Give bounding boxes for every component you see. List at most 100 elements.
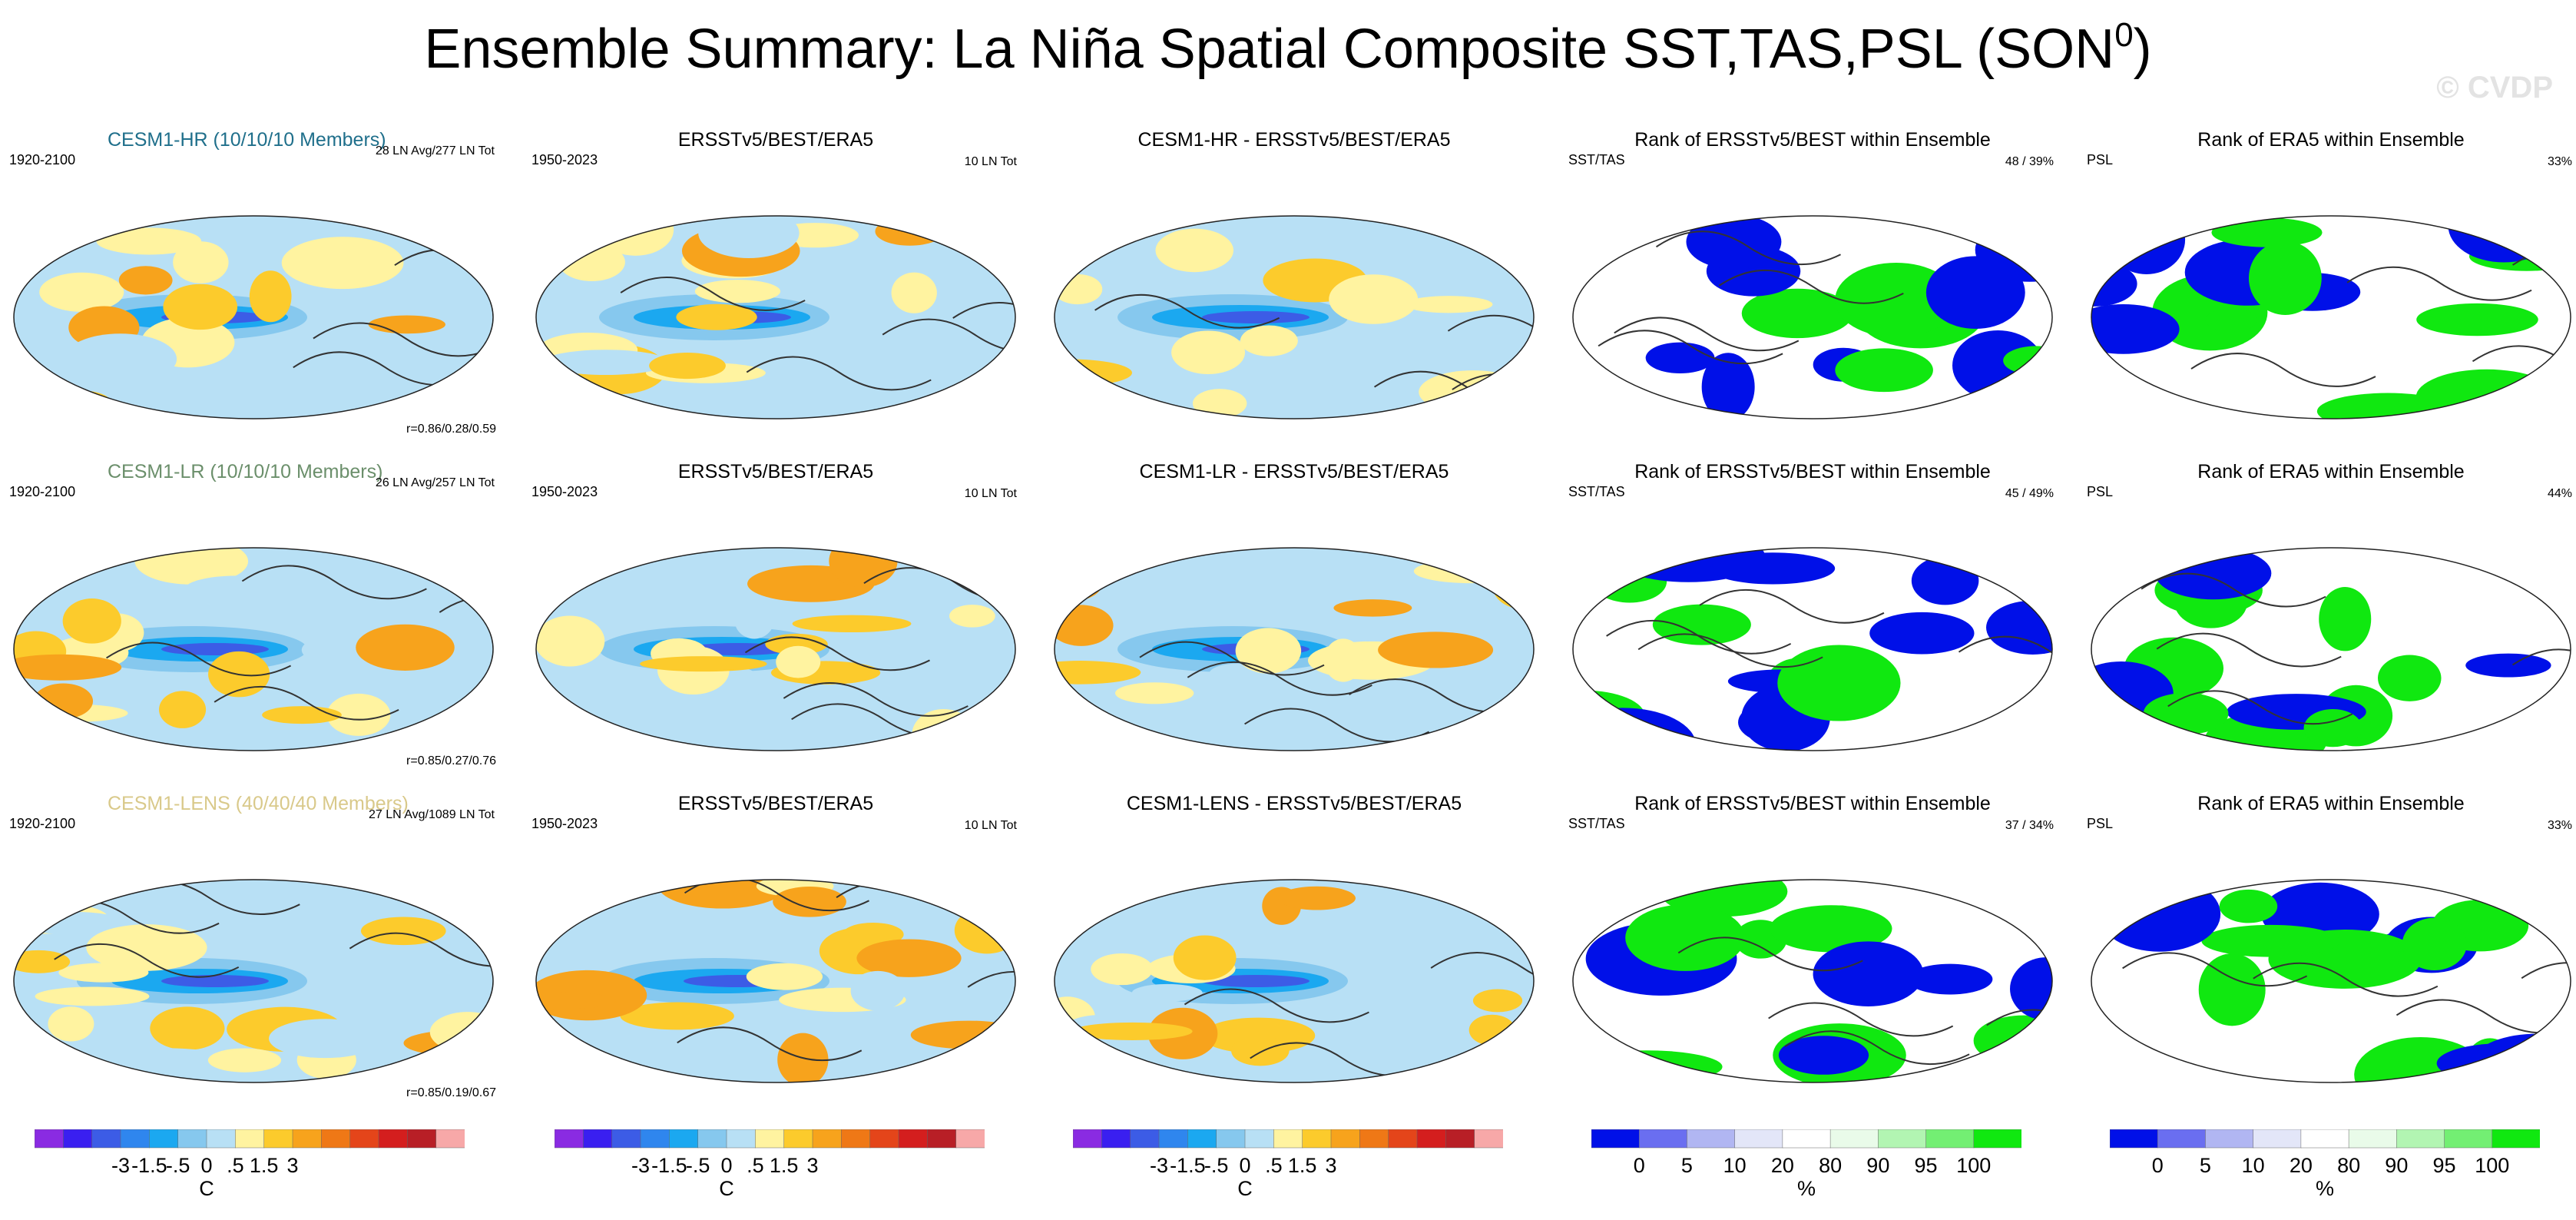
map-heatmap [1054,879,1535,1083]
colorbar-swatches [1072,1129,1504,1149]
colorbar-tick-label: 1.5 [769,1154,799,1177]
colorbar-tick-label: -3 [1149,1154,1169,1177]
colorbar-tick-label: 80 [1819,1154,1843,1177]
colorbar-tick-label: 5 [2199,1154,2211,1177]
colorbar-swatch [2157,1129,2207,1149]
obs-title: ERSSTv5/BEST/ERA5 [677,129,874,151]
colorbar-tick-label: 20 [2289,1154,2313,1177]
colorbar-swatch [1591,1129,1640,1149]
map-panel: CESM1-LR (10/10/10 Members) 1920-2100 26 L… [0,461,507,788]
colorbar-tick-label: 10 [1723,1154,1747,1177]
map-panel: Rank of ERA5 within Ensemble PSL 33% [2078,129,2576,456]
difference-title: CESM1-LENS - ERSSTv5/BEST/ERA5 [1126,793,1462,814]
colorbar-tick-label: 10 [2241,1154,2265,1177]
map-heatmap [2091,215,2571,419]
colorbar: 0 5 10 20 80 90 95 100% [2109,1129,2541,1214]
colorbar-tick-label: -1.5 [651,1154,687,1177]
colorbar-swatch [783,1129,813,1149]
period-label: 1920-2100 [9,816,76,831]
period-label: 1920-2100 [9,152,76,167]
colorbar-tick-label: 100 [2475,1154,2510,1177]
colorbar-swatch [697,1129,727,1149]
watermark: © CVDP [2436,71,2553,104]
colorbar-swatch [263,1129,293,1149]
colorbar-swatch [149,1129,179,1149]
rank-percent: 48 / 39% [2005,155,2054,168]
colorbar-tick-label: 95 [1914,1154,1938,1177]
colorbar-tick-label: 3 [286,1154,299,1177]
member-counts: 26 LN Avg/257 LN Tot [375,476,495,489]
colorbar-tick-label: -1.5 [131,1154,167,1177]
colorbar-unit: C [719,1177,734,1200]
map-panel: CESM1-LENS - ERSSTv5/BEST/ERA5 [1041,793,1548,1120]
colorbar-swatch [1216,1129,1246,1149]
colorbar-swatch [583,1129,613,1149]
colorbar-swatch [1330,1129,1361,1149]
colorbar-tick-label: -.5 [685,1154,710,1177]
colorbar-unit: % [2315,1177,2335,1200]
period-label: 1920-2100 [9,484,76,499]
map-panel: CESM1-LR - ERSSTv5/BEST/ERA5 [1041,461,1548,788]
model-title: CESM1-LENS (40/40/40 Members) [108,793,409,814]
colorbar-swatch [812,1129,843,1149]
colorbar-tick-label: -.5 [165,1154,190,1177]
colorbar-swatch [1878,1129,1927,1149]
colorbar-swatch [1130,1129,1160,1149]
colorbar-swatch [321,1129,351,1149]
period-label: 1950-2023 [531,152,598,167]
colorbar-swatch [292,1129,323,1149]
map-panel: Rank of ERSSTv5/BEST within Ensemble SST/… [1559,461,2066,788]
colorbar-swatch [554,1129,584,1149]
colorbar-tick-label: 100 [1956,1154,1992,1177]
colorbar-swatch [755,1129,785,1149]
map-heatmap [535,215,1016,419]
rank-percent: 33% [2547,155,2572,168]
colorbar-swatch [2396,1129,2445,1149]
map-panel: ERSSTv5/BEST/ERA5 1950-2023 10 LN Tot [522,461,1029,788]
variable-label: PSL [2087,816,2114,831]
colorbar-swatch [611,1129,641,1149]
colorbar-swatch [1925,1129,1975,1149]
difference-title: CESM1-HR - ERSSTv5/BEST/ERA5 [1137,129,1451,151]
variable-label: PSL [2087,484,2114,499]
difference-title: CESM1-LR - ERSSTv5/BEST/ERA5 [1139,461,1449,482]
model-title: CESM1-LR (10/10/10 Members) [108,461,383,482]
map-heatmap [1054,215,1535,419]
map-panel: CESM1-LENS (40/40/40 Members) 1920-2100 27… [0,793,507,1120]
colorbar-swatch [435,1129,465,1149]
colorbar-tick-label: 0 [720,1154,733,1177]
colorbar-swatch [1302,1129,1332,1149]
map-panel: CESM1-HR - ERSSTv5/BEST/ERA5 [1041,129,1548,456]
colorbar: -3 -1.5 -.5 0 .5 1.5 3 C [34,1129,465,1214]
rank-title: Rank of ERSSTv5/BEST within Ensemble [1634,793,1991,814]
colorbar-unit: C [199,1177,214,1200]
colorbar-swatch [1359,1129,1389,1149]
colorbar-tick-label: 0 [200,1154,213,1177]
colorbar-tick-label: 3 [1325,1154,1337,1177]
colorbar-tick-label: 1.5 [249,1154,279,1177]
colorbar-swatch [1474,1129,1504,1149]
rank-percent: 45 / 49% [2005,487,2054,500]
map-heatmap [2091,547,2571,751]
rank-title: Rank of ERA5 within Ensemble [2197,793,2465,814]
colorbar-swatch [841,1129,871,1149]
map-heatmap [1054,547,1535,751]
colorbar-tick-label: -3 [631,1154,651,1177]
colorbar: -3 -1.5 -.5 0 .5 1.5 3 C [554,1129,985,1214]
colorbar-tick-label: .5 [1265,1154,1283,1177]
pattern-correlation: r=0.85/0.27/0.76 [406,754,496,767]
colorbar-swatch [869,1129,899,1149]
colorbar-swatch [640,1129,670,1149]
member-counts: 27 LN Avg/1089 LN Tot [369,808,495,821]
rank-title: Rank of ERSSTv5/BEST within Ensemble [1634,129,1991,151]
colorbar-swatch [177,1129,207,1149]
rank-percent: 37 / 34% [2005,819,2054,832]
colorbar-swatch [1072,1129,1103,1149]
member-counts: 10 LN Tot [964,487,1017,500]
period-label: 1950-2023 [531,484,598,499]
colorbar-swatch [407,1129,437,1149]
colorbar-swatch [1158,1129,1189,1149]
colorbar-swatch [1187,1129,1217,1149]
colorbar-tick-label: 95 [2432,1154,2456,1177]
colorbar-tick-label: .5 [747,1154,764,1177]
